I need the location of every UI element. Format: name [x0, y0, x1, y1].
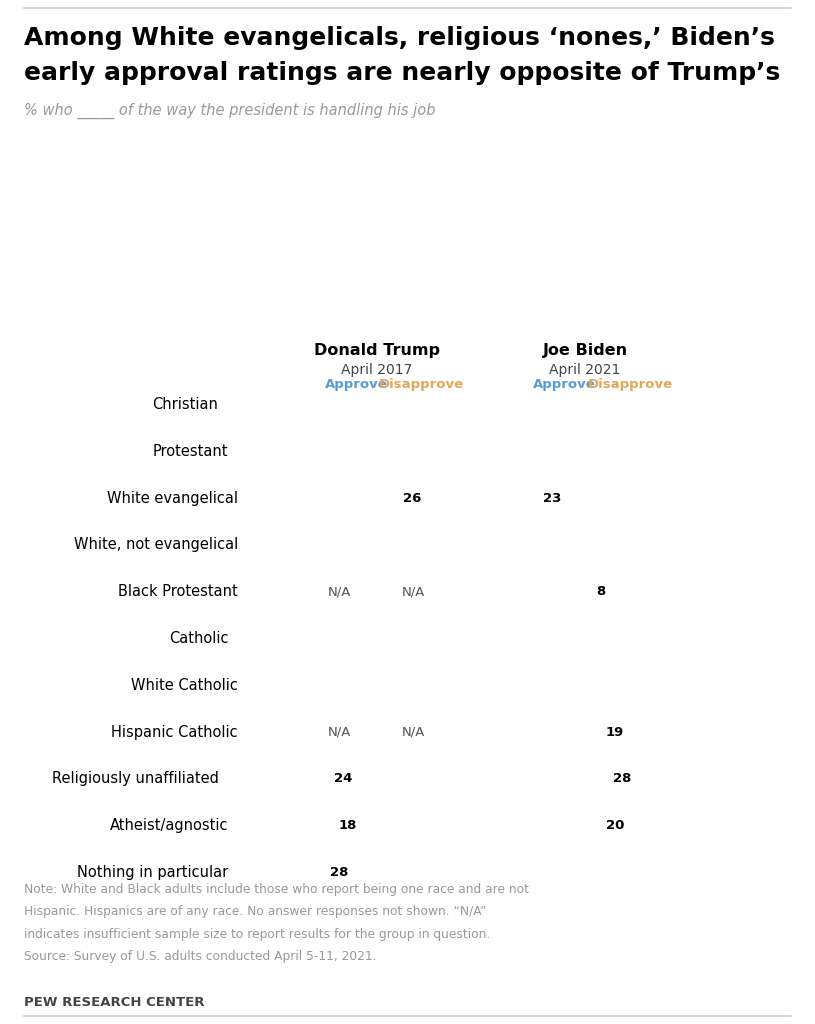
- Text: 76: 76: [400, 772, 418, 785]
- Text: 58: 58: [392, 632, 411, 645]
- Text: Donald Trump: Donald Trump: [314, 343, 439, 358]
- Text: N/A: N/A: [402, 585, 425, 598]
- Text: N/A: N/A: [328, 585, 351, 598]
- Text: 52%: 52%: [383, 398, 415, 411]
- Text: 52: 52: [346, 539, 363, 551]
- Text: Catholic: Catholic: [169, 631, 228, 646]
- Text: White evangelical: White evangelical: [107, 490, 238, 506]
- Text: 53%: 53%: [547, 398, 579, 411]
- Text: Disapprove: Disapprove: [588, 378, 672, 391]
- Text: White, not evangelical: White, not evangelical: [73, 538, 238, 552]
- Text: 80: 80: [542, 726, 560, 738]
- Text: 18: 18: [339, 819, 357, 833]
- Text: April 2017: April 2017: [341, 362, 412, 377]
- Text: 20: 20: [606, 819, 625, 833]
- Text: 48%: 48%: [340, 398, 372, 411]
- Text: Among White evangelicals, religious ‘nones,’ Biden’s: Among White evangelicals, religious ‘non…: [24, 26, 775, 49]
- Text: N/A: N/A: [328, 726, 351, 738]
- Text: 89: 89: [538, 585, 557, 598]
- Text: April 2021: April 2021: [549, 362, 621, 377]
- Text: 67: 67: [548, 866, 566, 879]
- Text: Protestant: Protestant: [152, 443, 228, 459]
- Text: 51: 51: [554, 679, 572, 692]
- Text: 35: 35: [591, 632, 610, 645]
- Text: 75: 75: [608, 492, 627, 505]
- Text: 24: 24: [333, 772, 352, 785]
- Text: 71: 71: [546, 772, 564, 785]
- Text: White Catholic: White Catholic: [131, 678, 238, 693]
- Text: 19: 19: [606, 726, 623, 738]
- Text: 64: 64: [548, 632, 567, 645]
- Text: Joe Biden: Joe Biden: [543, 343, 628, 358]
- Text: Atheist/agnostic: Atheist/agnostic: [110, 818, 228, 834]
- Text: Religiously unaffiliated: Religiously unaffiliated: [51, 771, 218, 786]
- Text: 48: 48: [597, 679, 615, 692]
- Text: PEW RESEARCH CENTER: PEW RESEARCH CENTER: [24, 996, 205, 1010]
- Text: Disapprove: Disapprove: [379, 378, 464, 391]
- Text: Hispanic. Hispanics are of any race. No answer responses not shown. “N/A”: Hispanic. Hispanics are of any race. No …: [24, 905, 487, 919]
- Text: % who _____ of the way the president is handling his job: % who _____ of the way the president is …: [24, 102, 436, 119]
- Text: 50: 50: [597, 444, 616, 458]
- Text: Black Protestant: Black Protestant: [118, 584, 238, 599]
- Text: Approve: Approve: [325, 378, 387, 391]
- Text: 33: 33: [590, 866, 609, 879]
- Text: 73: 73: [336, 492, 355, 505]
- Text: 47: 47: [387, 679, 406, 692]
- Text: indicates insufficient sample size to report results for the group in question.: indicates insufficient sample size to re…: [24, 928, 491, 941]
- Text: Source: Survey of U.S. adults conducted April 5-11, 2021.: Source: Survey of U.S. adults conducted …: [24, 950, 377, 964]
- Text: 8: 8: [596, 585, 606, 598]
- Text: 52: 52: [346, 679, 363, 692]
- Text: 28: 28: [330, 866, 349, 879]
- Text: Hispanic Catholic: Hispanic Catholic: [112, 725, 238, 739]
- Text: 40: 40: [350, 632, 368, 645]
- Text: Note: White and Black adults include those who report being one race and are not: Note: White and Black adults include tho…: [24, 883, 530, 896]
- Text: Nothing in particular: Nothing in particular: [77, 865, 228, 880]
- Text: early approval ratings are nearly opposite of Trump’s: early approval ratings are nearly opposi…: [24, 61, 781, 85]
- Text: 28: 28: [613, 772, 632, 785]
- Text: Approve: Approve: [534, 378, 596, 391]
- Text: 71: 71: [398, 866, 416, 879]
- Text: 50: 50: [346, 444, 364, 458]
- Text: 79: 79: [542, 819, 561, 833]
- Text: 48: 48: [555, 444, 574, 458]
- Text: 82: 82: [403, 819, 421, 833]
- Text: 47: 47: [387, 539, 406, 551]
- Text: 23: 23: [543, 492, 562, 505]
- Text: Christian: Christian: [152, 397, 218, 412]
- Text: 45: 45: [557, 539, 575, 551]
- Text: 53: 53: [599, 539, 617, 551]
- Text: 49: 49: [388, 444, 407, 458]
- Text: N/A: N/A: [402, 726, 425, 738]
- Text: 45%: 45%: [588, 398, 620, 411]
- Text: 26: 26: [403, 492, 421, 505]
